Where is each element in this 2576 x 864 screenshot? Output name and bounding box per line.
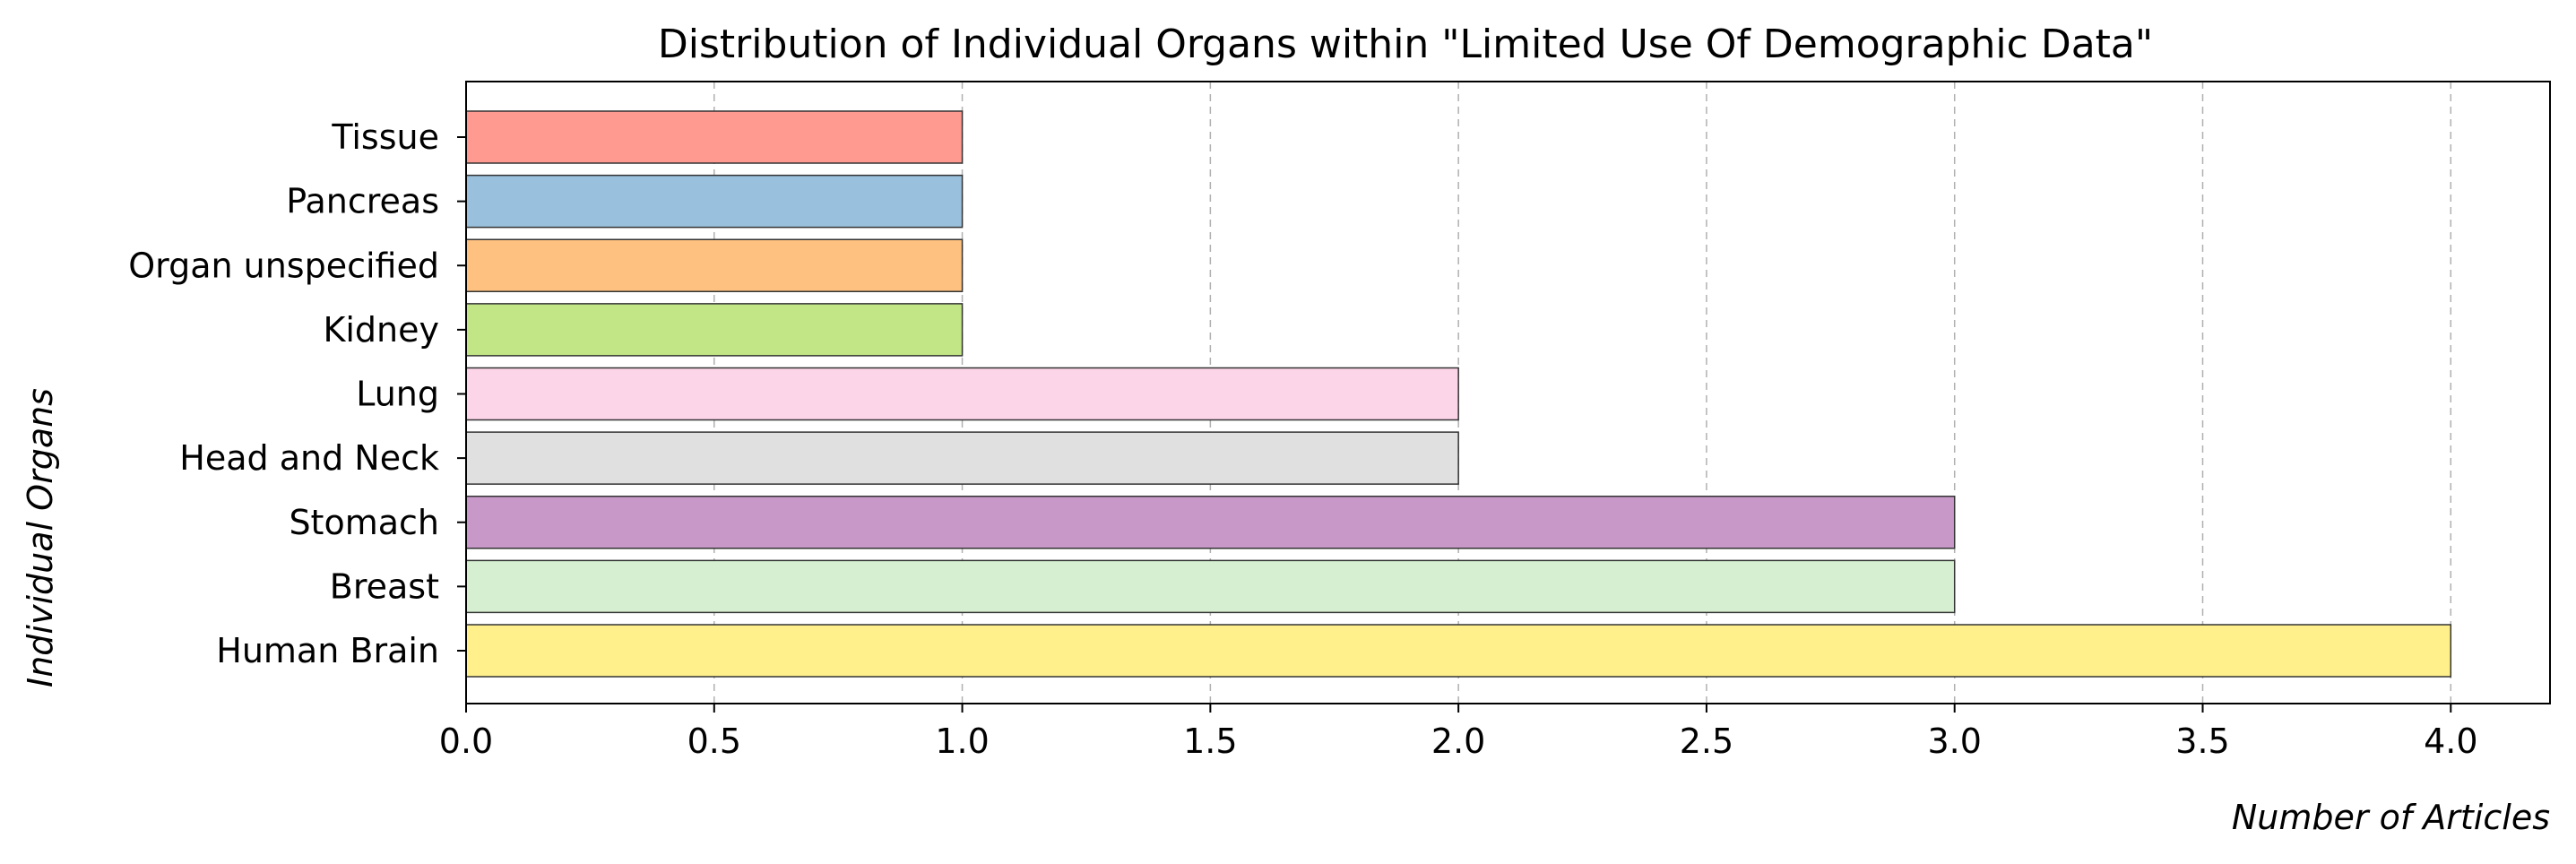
bar: [465, 367, 1459, 421]
y-axis-label: Individual Organs: [21, 388, 60, 687]
x-tick-label: 2.0: [1431, 721, 1485, 761]
x-tick-label: 1.5: [1183, 721, 1237, 761]
y-tick-label: Pancreas: [286, 182, 439, 221]
y-tick-label: Organ unspecified: [128, 246, 439, 285]
x-tick-label: 3.0: [1927, 721, 1981, 761]
y-tick-label: Tissue: [331, 117, 439, 157]
x-tick-label: 3.5: [2175, 721, 2229, 761]
bar: [465, 431, 1459, 485]
y-tick-label: Human Brain: [216, 631, 439, 670]
bar: [465, 624, 2452, 678]
x-axis-label: Number of Articles: [2232, 798, 2550, 837]
y-tick-label: Stomach: [289, 503, 439, 542]
chart-title: Distribution of Individual Organs within…: [658, 22, 2153, 67]
y-tick-label: Lung: [356, 375, 439, 414]
bar: [465, 238, 964, 292]
plot-frame: [465, 81, 2551, 704]
y-tick-label: Breast: [330, 566, 439, 606]
bar: [465, 303, 964, 357]
bar: [465, 110, 964, 164]
bar: [465, 174, 964, 229]
y-tick-label: Head and Neck: [179, 438, 439, 478]
x-tick-label: 4.0: [2424, 721, 2477, 761]
bar: [465, 496, 1956, 549]
x-tick-label: 0.5: [687, 721, 741, 761]
bars: [465, 110, 2452, 678]
x-tick-label: 1.0: [935, 721, 989, 761]
x-tick-label: 0.0: [439, 721, 493, 761]
bar: [465, 559, 1956, 614]
y-tick-label: Kidney: [323, 310, 439, 350]
y-ticks: Human Brain Breast Stomach Head and Neck Lun…: [128, 117, 466, 670]
x-tick-label: 2.5: [1680, 721, 1733, 761]
x-ticks: 0.0 0.5 1.0 1.5 2.0 2.5 3.0 3.5 4.0: [439, 704, 2478, 761]
